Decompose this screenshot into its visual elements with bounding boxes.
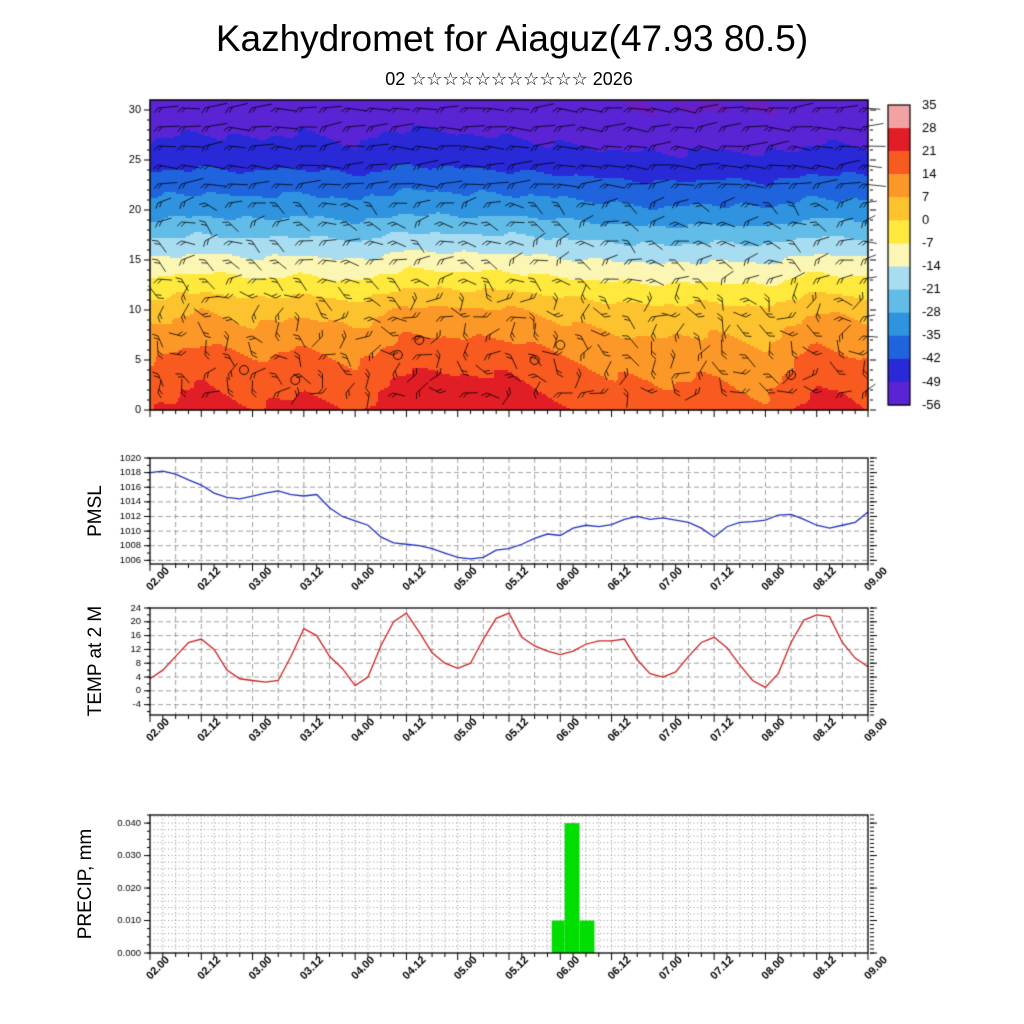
- precip-axis-label: PRECIP, mm: [75, 828, 96, 940]
- date-subtitle: 02 ☆☆☆☆☆☆☆☆☆☆☆ 2026: [385, 69, 633, 89]
- temp-axis-label: TEMP at 2 M: [85, 605, 106, 717]
- pmsl-axis-label: PMSL: [85, 485, 106, 537]
- page-title: Kazhydromet for Aiaguz(47.93 80.5): [215, 18, 809, 59]
